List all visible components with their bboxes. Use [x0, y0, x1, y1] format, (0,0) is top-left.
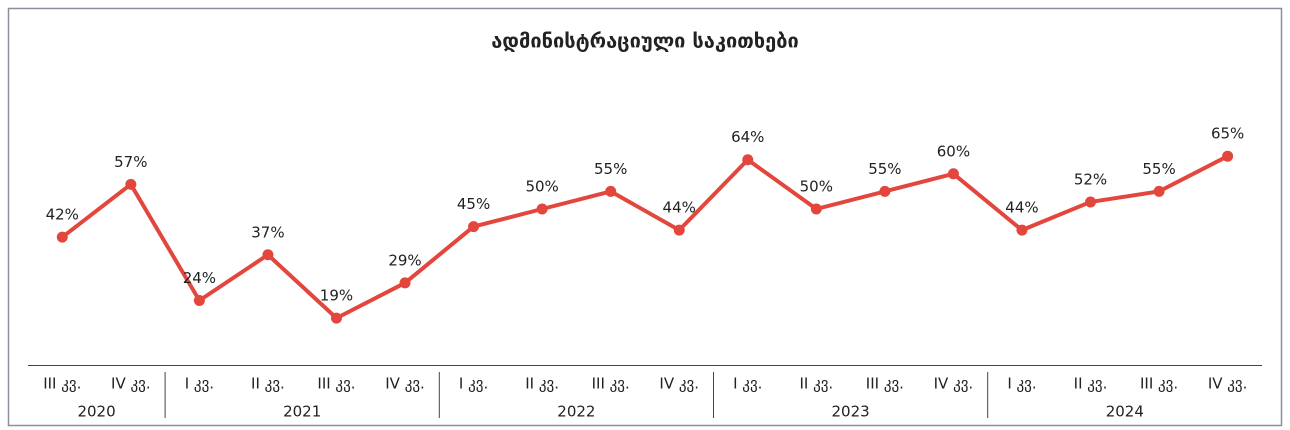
x-tick-label: III კვ.: [592, 375, 630, 393]
x-tick-label: II კვ.: [525, 375, 559, 393]
point: [399, 277, 411, 289]
point: [468, 221, 480, 233]
data-label: 50%: [525, 178, 558, 196]
x-tick-label: I კვ.: [733, 375, 762, 393]
x-tick-label: I კვ.: [459, 375, 488, 393]
chart-frame: [7, 7, 1283, 427]
x-tick-label: I კვ.: [185, 375, 214, 393]
data-label: 55%: [1142, 160, 1175, 178]
x-tick-label: II კვ.: [1074, 375, 1108, 393]
x-tick-label: III კვ.: [866, 375, 904, 393]
point: [536, 203, 548, 215]
data-label: 65%: [1211, 125, 1244, 143]
data-label: 37%: [251, 223, 284, 241]
data-label: 24%: [183, 269, 216, 287]
point: [1153, 185, 1165, 197]
chart-title: ადმინისტრაციული საკითხები: [491, 29, 799, 53]
point: [742, 154, 754, 166]
data-label: 55%: [594, 160, 627, 178]
data-label: 29%: [388, 251, 421, 269]
point: [262, 249, 274, 261]
x-tick-label: III კვ.: [317, 375, 355, 393]
point: [330, 312, 342, 324]
data-label: 42%: [46, 206, 79, 224]
data-label: 44%: [1005, 199, 1038, 217]
point: [1085, 196, 1097, 208]
point: [810, 203, 822, 215]
point: [1222, 150, 1234, 162]
point: [125, 178, 137, 190]
x-tick-label: IV კვ.: [659, 375, 699, 393]
x-group-label: 2022: [557, 403, 595, 421]
x-group-label: 2024: [1106, 403, 1144, 421]
point: [193, 295, 205, 307]
point: [1016, 224, 1028, 236]
x-tick-label: II კვ.: [799, 375, 833, 393]
x-tick-label: IV კვ.: [111, 375, 151, 393]
x-tick-label: IV კვ.: [1208, 375, 1248, 393]
point: [947, 168, 959, 180]
point: [673, 224, 685, 236]
point: [879, 185, 891, 197]
x-tick-label: I კვ.: [1007, 375, 1036, 393]
data-label: 50%: [800, 178, 833, 196]
data-label: 55%: [868, 160, 901, 178]
x-tick-label: III კვ.: [43, 375, 81, 393]
data-label: 57%: [114, 153, 147, 171]
data-label: 44%: [663, 199, 696, 217]
data-label: 64%: [731, 128, 764, 146]
x-group-label: 2023: [832, 403, 870, 421]
x-tick-label: III კვ.: [1140, 375, 1178, 393]
x-tick-label: II კვ.: [251, 375, 285, 393]
x-tick-label: IV კვ.: [934, 375, 974, 393]
data-label: 52%: [1074, 170, 1107, 188]
point: [605, 185, 617, 197]
data-label: 45%: [457, 195, 490, 213]
point: [56, 231, 68, 243]
x-tick-label: IV კვ.: [385, 375, 425, 393]
data-label: 60%: [937, 142, 970, 160]
x-group-label: 2020: [77, 403, 115, 421]
data-label: 19%: [320, 287, 353, 305]
x-group-label: 2021: [283, 403, 321, 421]
line: [61, 154, 1229, 321]
